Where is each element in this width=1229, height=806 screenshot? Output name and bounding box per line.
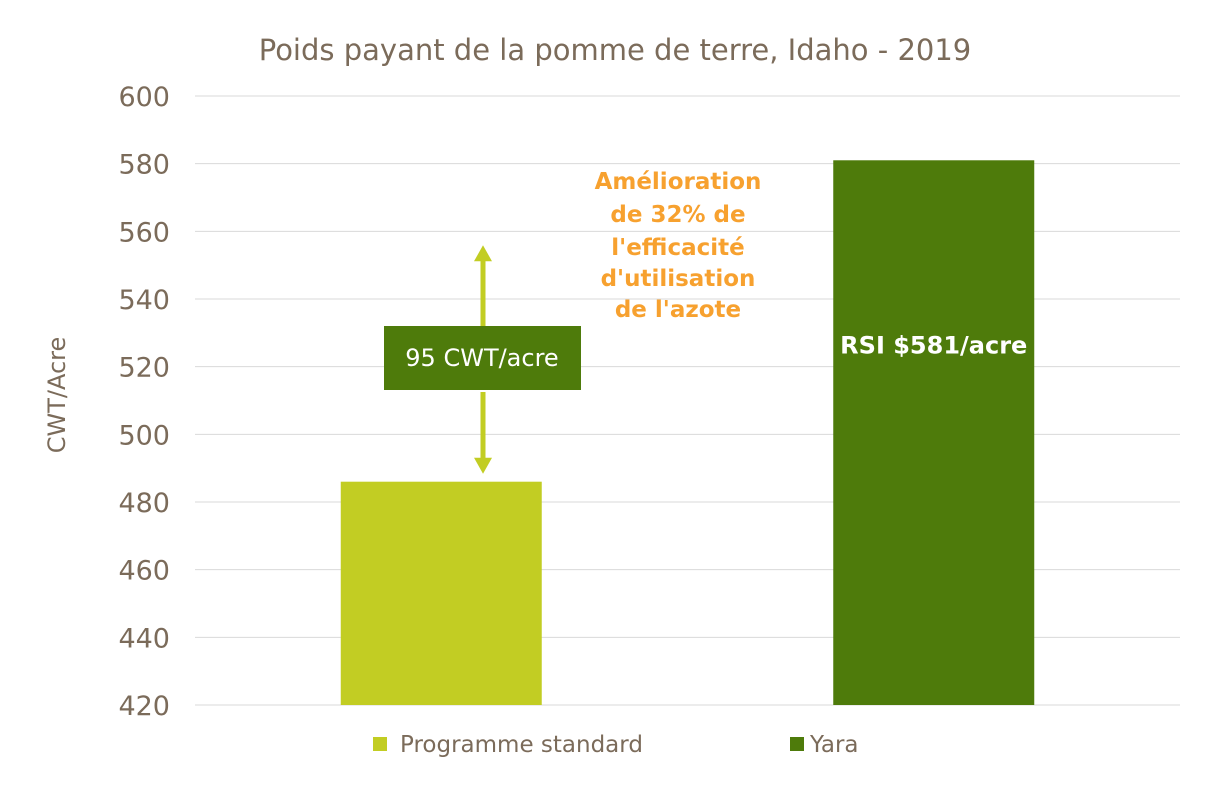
difference-box: [384, 326, 581, 390]
y-tick-label: 480: [118, 488, 170, 519]
arrow-up-head-icon: [474, 245, 492, 262]
y-tick-label: 560: [118, 217, 170, 248]
annotation-line: Amélioration: [595, 169, 762, 195]
y-tick-label: 420: [118, 691, 170, 722]
y-tick-label: 520: [118, 353, 170, 384]
annotation-line: d'utilisation: [601, 266, 756, 292]
legend: Programme standard Yara: [373, 732, 859, 758]
y-tick-label: 440: [118, 623, 170, 654]
legend-label-standard: Programme standard: [400, 732, 643, 758]
arrow-down-head-icon: [474, 457, 492, 474]
y-tick-label: 600: [118, 82, 170, 113]
annotation-line: de l'azote: [615, 297, 741, 323]
difference-indicator: 95 CWT/acre: [384, 245, 581, 474]
legend-swatch-yara: [790, 737, 804, 751]
bar-label: RSI $581/acre: [840, 331, 1027, 359]
bar: [833, 160, 1035, 706]
chart-title: Poids payant de la pomme de terre, Idaho…: [259, 33, 972, 67]
legend-swatch-standard: [373, 737, 387, 751]
bar: [340, 481, 542, 705]
annotation: Amélioration de 32% de l'efficacité d'ut…: [595, 169, 762, 323]
y-axis-label: CWT/Acre: [43, 337, 71, 454]
y-tick-label: 460: [118, 556, 170, 587]
y-tick-label: 580: [118, 150, 170, 181]
annotation-line: l'efficacité: [611, 235, 744, 261]
legend-label-yara: Yara: [809, 732, 859, 758]
annotation-line: de 32% de: [610, 202, 745, 228]
difference-label: 95 CWT/acre: [405, 344, 558, 372]
y-tick-label: 540: [118, 285, 170, 316]
y-tick-label: 500: [118, 420, 170, 451]
